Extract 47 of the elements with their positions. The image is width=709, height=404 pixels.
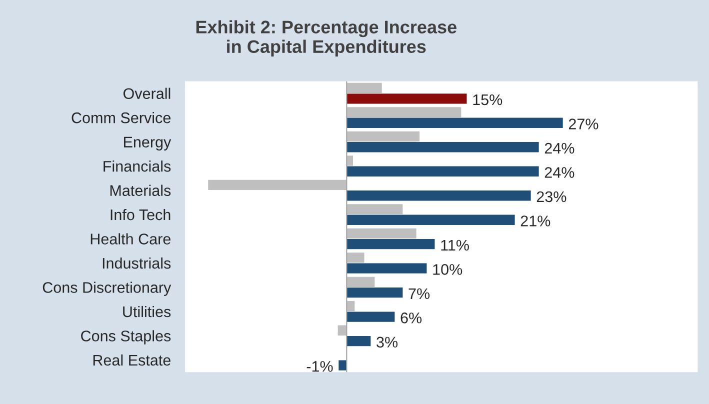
data-label: 24%	[544, 167, 574, 178]
y-tick-label: Financials	[104, 160, 171, 172]
bar	[346, 301, 355, 312]
y-tick-label: Energy	[124, 136, 172, 151]
y-tick-label: Health Care	[90, 233, 170, 244]
y-tick-label: Utilities	[123, 306, 171, 318]
y-tick-label: Overall	[123, 88, 170, 100]
data-label: 15%	[473, 94, 502, 106]
bar	[346, 204, 403, 214]
bar	[346, 239, 435, 250]
bar	[346, 166, 539, 176]
data-label: 23%	[536, 191, 566, 202]
data-label: -1%	[306, 361, 333, 372]
y-tick-label: Real Estate	[93, 354, 170, 366]
bar	[346, 336, 371, 346]
bar	[346, 94, 467, 104]
data-label: 7%	[408, 288, 430, 300]
bar	[346, 156, 354, 166]
chart-title: Exhibit 2: Percentage Increase in Capital Expenditures	[196, 20, 456, 57]
y-tick-label: Materials	[110, 184, 171, 196]
bar	[346, 276, 375, 287]
bar	[346, 287, 403, 298]
data-label: 10%	[433, 264, 462, 275]
y-tick-label: Cons Discretionary	[42, 282, 172, 296]
bar	[346, 107, 462, 118]
data-label: 6%	[400, 312, 422, 324]
bar	[346, 252, 364, 263]
bar	[346, 190, 531, 201]
bar	[346, 142, 539, 152]
data-label: 27%	[568, 118, 598, 130]
bar	[346, 118, 563, 128]
bar	[346, 214, 515, 225]
bar	[208, 180, 347, 190]
data-label: 21%	[520, 216, 550, 226]
bar	[346, 131, 420, 142]
data-label: 11%	[441, 240, 469, 251]
bar	[346, 312, 395, 322]
y-tick-label: Info Tech	[110, 208, 170, 220]
y-tick-label: Comm Service	[72, 112, 170, 124]
y-tick-label: Cons Staples	[81, 330, 171, 344]
y-tick-label: Industrials	[102, 257, 171, 269]
bar	[338, 360, 347, 370]
bar	[346, 82, 382, 94]
data-label: 3%	[376, 336, 398, 348]
bar	[346, 228, 416, 239]
data-label: 24%	[544, 142, 574, 154]
bar	[346, 263, 427, 274]
